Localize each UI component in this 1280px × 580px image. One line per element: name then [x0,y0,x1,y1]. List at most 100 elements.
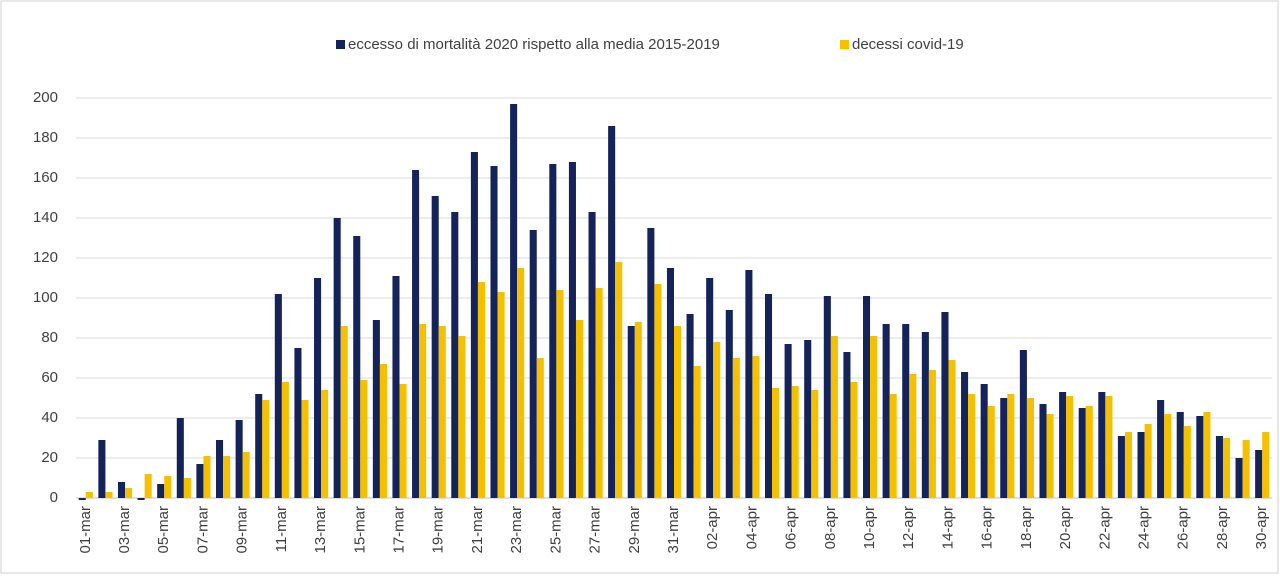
bar [144,474,152,498]
bar [811,390,819,498]
bar [1039,404,1047,498]
bar [693,366,701,498]
y-tick-label: 20 [41,449,58,466]
y-tick-label: 80 [41,329,58,346]
bar [830,336,838,498]
bar [340,326,348,498]
bar [281,382,289,498]
bar [784,344,792,498]
bar [1066,396,1074,498]
x-tick-label: 18-apr [1018,506,1035,549]
x-tick-label: 06-apr [783,506,800,549]
bar [1026,398,1034,498]
y-tick-label: 180 [33,129,58,146]
bar [1164,414,1172,498]
bar [843,352,851,498]
x-tick-label: 14-apr [939,506,956,549]
bar [438,326,446,498]
legend-swatch [336,40,345,49]
bar [882,324,890,498]
bar [176,418,184,498]
x-tick-label: 25-mar [547,506,564,554]
bar [497,292,505,498]
bar [674,326,682,498]
x-tick-label: 07-mar [194,506,211,554]
bar [117,482,126,498]
bar [870,336,878,498]
bar [372,320,380,498]
bar [1078,408,1086,498]
bar [419,324,427,498]
bar [412,170,420,498]
bar [556,290,564,498]
x-tick-label: 11-mar [273,506,290,552]
legend-label: decessi covid-19 [852,36,964,53]
bar [1137,432,1145,498]
bar [928,370,936,498]
bar [968,394,976,498]
bar [399,384,407,498]
bar [333,218,341,498]
bar [568,162,576,498]
x-tick-label: 15-mar [351,506,368,554]
bar [1215,436,1223,498]
bar [752,356,760,498]
bar [477,282,485,498]
x-tick-label: 01-mar [77,506,94,554]
bar [1157,400,1165,498]
bar [262,400,270,498]
bar [242,452,250,498]
bar [451,212,459,498]
bar [105,492,113,498]
bar [1105,396,1113,498]
bar [1203,412,1211,498]
bar [863,296,871,498]
bar [1235,458,1243,498]
bar [1019,350,1027,498]
x-tick-label: 16-apr [979,506,996,549]
bar [654,284,662,498]
bar [725,310,733,498]
bar [1183,426,1191,498]
x-tick-label: 12-apr [900,506,917,549]
bar [392,276,400,498]
bar [549,164,557,498]
x-tick-label: 31-mar [665,506,682,554]
bar [274,294,282,498]
bar [183,478,191,498]
x-tick-label: 17-mar [390,506,407,554]
bar [1000,398,1008,498]
bar [301,400,309,498]
bar [98,440,106,498]
bar [1085,406,1093,498]
bar [1255,450,1263,498]
bar [125,488,133,498]
legend-label: eccesso di mortalità 2020 rispetto alla … [348,36,720,53]
x-tick-label: 22-apr [1096,506,1113,549]
x-tick-label: 09-mar [234,506,251,554]
bar [1117,436,1125,498]
bar [1144,424,1152,498]
y-tick-label: 160 [33,169,58,186]
y-tick-label: 40 [41,409,58,426]
y-tick-label: 120 [33,249,58,266]
bar [255,394,263,498]
bar [902,324,910,498]
y-tick-label: 60 [41,369,58,386]
bar [510,104,518,498]
y-tick-label: 200 [33,89,58,106]
x-tick-label: 03-mar [116,506,133,554]
x-tick-label: 29-mar [626,506,643,554]
bar [1098,392,1106,498]
y-tick-label: 100 [33,289,58,306]
bar [157,484,165,498]
bar [889,394,897,498]
bar [686,314,694,498]
bar [431,196,439,498]
bar [490,166,498,498]
bar [321,390,329,498]
bar [948,360,956,498]
bar [379,364,387,498]
x-tick-label: 23-mar [508,506,525,554]
bar [1046,414,1054,498]
